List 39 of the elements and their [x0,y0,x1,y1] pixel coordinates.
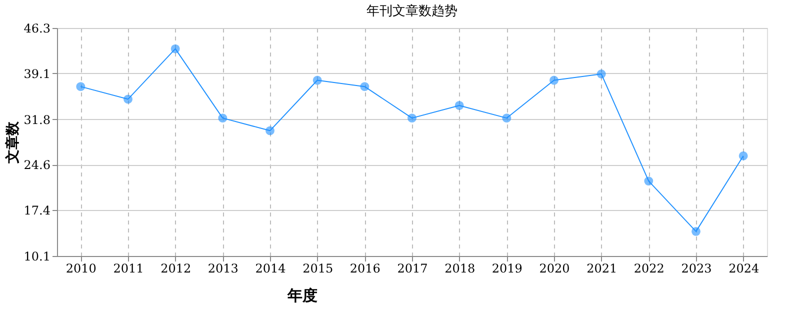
x-tick-label: 2021 [586,262,618,276]
point [644,176,654,186]
point [738,151,748,160]
x-tick-label: 2020 [539,262,570,276]
x-tick-label: 2011 [113,262,144,276]
x-tick-label: 2024 [728,262,760,276]
y-tick-label: 39.1 [24,66,50,81]
x-tick-label: 2019 [492,262,522,276]
x-tick-label: 2010 [66,262,96,276]
point [550,76,558,85]
y-tick-label: 24.6 [24,158,50,172]
point [692,226,700,236]
point [596,70,606,78]
y-tick-label: 17.4 [24,204,51,218]
x-tick-label: 2022 [634,262,664,276]
x-tick-label: 2016 [350,262,380,276]
x-tick-label: 2013 [208,262,238,276]
y-tick-label: 10.1 [24,250,50,264]
x-tick-label: 2015 [302,262,334,276]
point [266,126,274,136]
point [218,114,228,123]
x-tick-label: 2017 [397,262,428,276]
point [360,82,370,92]
x-tick-label: 2018 [444,262,476,276]
y-tick-label: 31.8 [24,112,50,127]
y-tick-label: 46.3 [24,22,50,36]
x-tick-label: 2012 [160,262,192,276]
point [76,82,86,92]
point [312,76,322,85]
point [454,101,464,110]
point [502,114,512,123]
y-axis-title: 文章数 [4,120,21,164]
point [170,44,180,54]
x-tick-label: 2023 [681,262,712,276]
x-tick-label: 2014 [255,262,286,276]
point [408,114,416,123]
point [124,94,132,104]
chart-title: 年刊文章数趋势 [366,4,458,19]
x-axis-title: 年度 [286,286,318,304]
